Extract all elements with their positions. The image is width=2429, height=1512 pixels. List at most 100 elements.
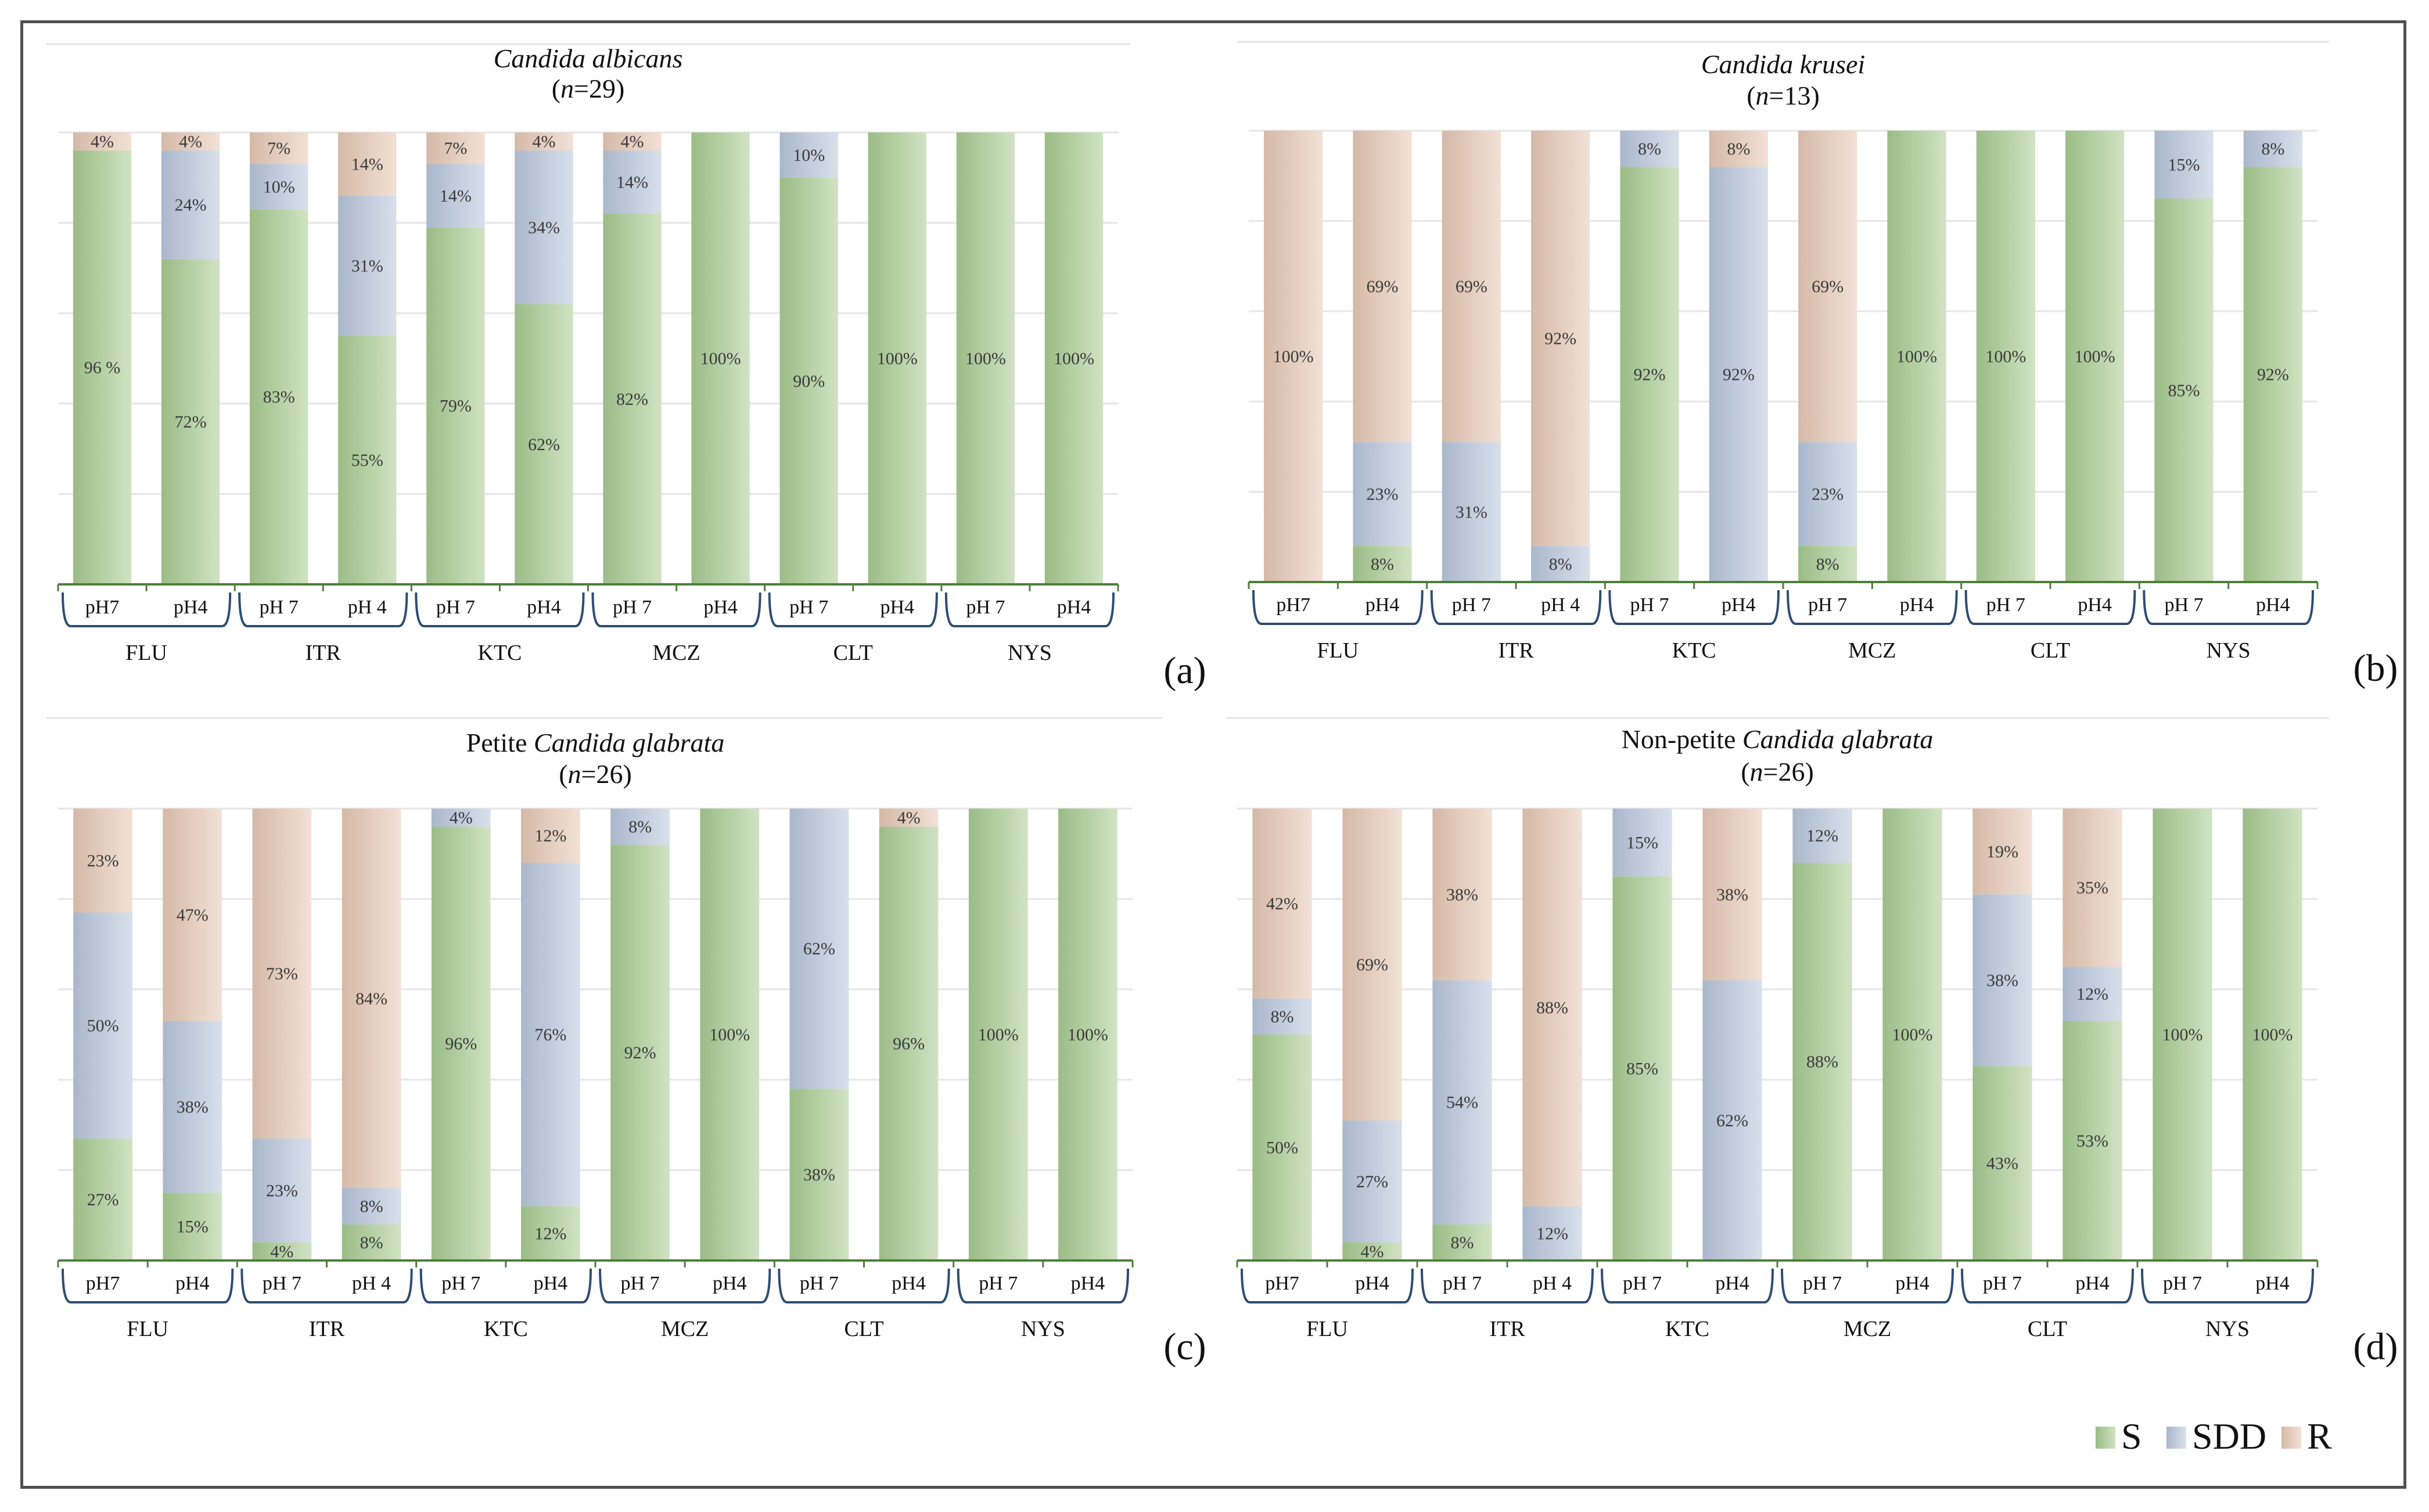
panel-letter-label: (c) <box>1163 1326 1206 1368</box>
ph-tick-label: pH4 <box>1057 597 1091 618</box>
data-label-sdd: 62% <box>803 939 835 958</box>
data-label-s: 62% <box>528 435 560 454</box>
data-label-s: 85% <box>1626 1059 1658 1078</box>
ph-tick-label: pH4 <box>1071 1273 1105 1294</box>
drug-category-label: NYS <box>2205 1317 2250 1341</box>
data-label-s: 85% <box>2168 381 2200 400</box>
data-label-r: 100% <box>1273 347 1314 367</box>
bar-segment-sdd <box>1612 809 1672 877</box>
drug-category-label: KTC <box>1665 1317 1709 1341</box>
data-label-r: 4% <box>621 132 644 152</box>
data-label-sdd: 76% <box>534 1025 566 1044</box>
ph-tick-label: pH4 <box>713 1273 747 1294</box>
data-label-sdd: 15% <box>2168 155 2200 174</box>
drug-group-bracket <box>599 1268 771 1303</box>
bar-segment-sdd <box>73 912 132 1139</box>
drug-group-bracket <box>2141 1268 2314 1303</box>
data-label-sdd: 27% <box>1356 1172 1388 1191</box>
panel-title-prefix: Petite <box>466 728 534 757</box>
ph-tick-label: pH 7 <box>1443 1273 1482 1294</box>
ph-tick-label: pH4 <box>2075 1273 2110 1294</box>
drug-group-bracket <box>1421 1268 1594 1303</box>
data-label-s: 100% <box>1892 1025 1933 1044</box>
data-label-sdd: 12% <box>2076 985 2108 1004</box>
data-label-s: 96 % <box>84 358 121 378</box>
bar-segment-r <box>1522 809 1582 1206</box>
panel-title-species: Candida krusei <box>1701 49 1865 79</box>
data-label-r: 14% <box>351 155 383 174</box>
panel-letter-label: (a) <box>1163 649 1206 692</box>
legend-label-sdd: SDD <box>2192 1416 2266 1457</box>
ph-tick-label: pH7 <box>86 1273 120 1294</box>
bar-segment-s <box>163 1193 222 1260</box>
data-label-r: 4% <box>897 809 921 828</box>
drug-category-label: FLU <box>1306 1317 1348 1341</box>
bar-segment-sdd <box>431 809 491 827</box>
data-label-s: 92% <box>2257 365 2289 385</box>
data-label-r: 47% <box>177 906 209 925</box>
bar-segment-s <box>2063 1021 2122 1260</box>
data-label-r: 69% <box>1356 955 1388 974</box>
data-label-s: 100% <box>1054 349 1094 368</box>
bar-segment-r <box>1531 131 1590 546</box>
data-label-r: 69% <box>1456 277 1487 296</box>
data-label-s: 27% <box>87 1190 119 1209</box>
panel-sample-size: (n=26) <box>1741 757 1814 786</box>
data-label-r: 7% <box>444 139 467 158</box>
data-label-sdd: 10% <box>263 177 295 196</box>
bar-segment-r <box>1709 131 1768 167</box>
data-label-sdd: 8% <box>1549 555 1572 574</box>
bar-segment-sdd <box>2243 131 2302 167</box>
drug-group-bracket <box>1781 1268 1954 1303</box>
drug-category-label: ITR <box>1498 638 1534 663</box>
bar-segment-s <box>252 1242 312 1260</box>
data-label-r: 7% <box>267 139 290 158</box>
bar-segment-r <box>163 809 222 1021</box>
ph-tick-label: pH4 <box>881 597 915 618</box>
bar-segment-r <box>515 132 573 151</box>
drug-category-label: ITR <box>306 641 342 665</box>
bar-segment-r <box>252 809 312 1139</box>
bar-segment-s <box>1252 1035 1312 1260</box>
ph-tick-label: pH4 <box>703 597 738 618</box>
bar-segment-s <box>1620 167 1679 582</box>
drug-group-bracket <box>768 592 938 627</box>
drug-category-label: FLU <box>127 1317 168 1341</box>
legend-label-s: S <box>2121 1416 2142 1457</box>
ph-tick-label: pH4 <box>175 1273 210 1294</box>
bar-segment-s <box>1353 545 1412 582</box>
data-label-r: 69% <box>1812 277 1844 296</box>
drug-category-label: ITR <box>309 1317 345 1341</box>
drug-group-bracket <box>240 1268 413 1303</box>
data-label-s: 8% <box>360 1233 383 1252</box>
legend-swatch-sdd <box>2166 1427 2186 1449</box>
drug-group-bracket <box>1964 590 2136 625</box>
sample-size-value: =29) <box>574 74 624 103</box>
bar-segment-r <box>1972 809 2032 895</box>
drug-category-label: KTC <box>477 641 522 665</box>
drug-group-bracket <box>1241 1268 1414 1303</box>
bar-segment-s <box>2154 198 2214 582</box>
bar-segment-r <box>426 132 485 164</box>
bar-segment-r <box>1353 131 1412 443</box>
bar-segment-s <box>779 177 838 584</box>
data-label-s: 100% <box>965 349 1006 368</box>
data-label-s: 82% <box>616 390 648 409</box>
data-label-sdd: 31% <box>351 257 383 276</box>
drug-category-label: MCZ <box>1848 638 1896 663</box>
bar-segment-s <box>691 132 750 584</box>
sample-size-open: ( <box>552 74 560 103</box>
bar-segment-r <box>1798 131 1857 443</box>
drug-group-bracket <box>2143 590 2314 625</box>
ph-tick-label: pH4 <box>174 597 208 618</box>
sample-size-n: n <box>568 759 581 789</box>
bar-segment-sdd <box>2154 131 2214 199</box>
drug-category-label: NYS <box>2207 638 2251 663</box>
data-label-s: 96% <box>445 1035 477 1054</box>
bar-segment-sdd <box>1972 894 2032 1066</box>
bar-segment-s <box>1972 1066 2032 1260</box>
bar-segment-s <box>1432 1224 1492 1260</box>
data-label-r: 35% <box>2076 878 2108 897</box>
data-label-sdd: 23% <box>266 1181 298 1200</box>
